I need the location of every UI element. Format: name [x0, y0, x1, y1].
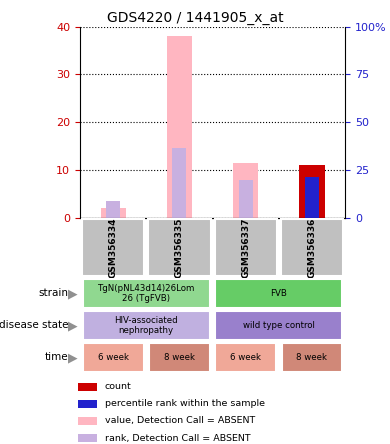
Text: disease state: disease state: [0, 321, 68, 330]
Text: GSM356335: GSM356335: [175, 218, 184, 278]
Bar: [101, 208, 126, 218]
Text: rank, Detection Call = ABSENT: rank, Detection Call = ABSENT: [105, 433, 250, 443]
Bar: [300, 165, 324, 218]
Bar: [83, 311, 210, 340]
Text: 6 week: 6 week: [230, 353, 261, 362]
Bar: [282, 343, 342, 372]
Text: 8 week: 8 week: [296, 353, 328, 362]
Text: ▶: ▶: [68, 351, 78, 364]
Bar: [78, 383, 97, 391]
Text: wild type control: wild type control: [243, 321, 315, 330]
Bar: [215, 343, 276, 372]
Bar: [233, 163, 258, 218]
Bar: [281, 219, 343, 276]
Bar: [149, 343, 210, 372]
Text: FVB: FVB: [270, 289, 287, 298]
Text: percentile rank within the sample: percentile rank within the sample: [105, 399, 265, 408]
Text: time: time: [44, 353, 68, 362]
Text: TgN(pNL43d14)26Lom
26 (TgFVB): TgN(pNL43d14)26Lom 26 (TgFVB): [98, 284, 195, 303]
Bar: [83, 343, 144, 372]
Bar: [305, 177, 319, 218]
Text: ▶: ▶: [68, 287, 78, 300]
Bar: [106, 201, 120, 218]
Bar: [148, 219, 211, 276]
Bar: [215, 311, 342, 340]
Bar: [83, 279, 210, 308]
Bar: [82, 219, 144, 276]
Bar: [78, 400, 97, 408]
Bar: [172, 148, 186, 218]
Text: GSM356334: GSM356334: [108, 217, 118, 278]
Text: count: count: [105, 382, 132, 391]
Text: value, Detection Call = ABSENT: value, Detection Call = ABSENT: [105, 416, 255, 425]
Text: GDS4220 / 1441905_x_at: GDS4220 / 1441905_x_at: [107, 11, 283, 25]
Text: ▶: ▶: [68, 319, 78, 332]
Text: 6 week: 6 week: [98, 353, 129, 362]
Bar: [215, 219, 277, 276]
Text: GSM356336: GSM356336: [307, 218, 317, 278]
Bar: [215, 279, 342, 308]
Text: strain: strain: [38, 289, 68, 298]
Bar: [239, 180, 253, 218]
Bar: [78, 417, 97, 425]
Text: HIV-associated
nephropathy: HIV-associated nephropathy: [114, 316, 178, 335]
Bar: [78, 435, 97, 442]
Text: 8 week: 8 week: [164, 353, 195, 362]
Bar: [167, 36, 192, 218]
Text: GSM356337: GSM356337: [241, 217, 250, 278]
